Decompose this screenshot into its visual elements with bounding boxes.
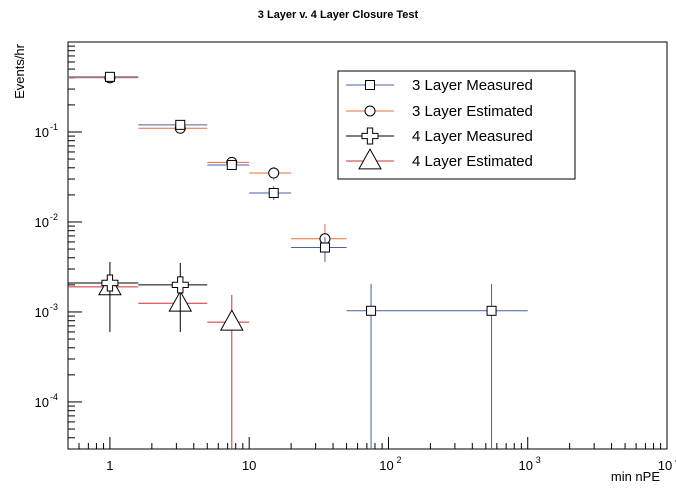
x-tick-label: 1 xyxy=(106,458,113,473)
y-tick-label: 10 xyxy=(35,215,49,230)
point-marker xyxy=(104,71,115,82)
x-tick-exponent: 3 xyxy=(536,455,541,465)
point-marker xyxy=(175,119,186,130)
y-tick-exponent: -3 xyxy=(50,302,58,312)
point-marker xyxy=(366,305,377,316)
chart-title: 3 Layer v. 4 Layer Closure Test xyxy=(258,9,419,21)
y-tick-exponent: -2 xyxy=(50,212,58,222)
series-3 xyxy=(68,273,250,449)
y-tick-exponent: -1 xyxy=(50,122,58,132)
y-tick-label: 10 xyxy=(35,305,49,320)
point-marker xyxy=(268,167,280,179)
point-marker xyxy=(319,242,330,253)
x-axis-label: min nPE xyxy=(611,469,660,484)
legend-marker xyxy=(364,105,376,117)
x-tick-label: 10 xyxy=(379,458,393,473)
legend-marker xyxy=(365,80,375,90)
x-tick-label: 10 xyxy=(658,458,672,473)
series-1 xyxy=(68,72,347,255)
legend-label: 4 Layer Estimated xyxy=(412,153,533,170)
plot-frame xyxy=(67,41,668,450)
legend-marker xyxy=(361,127,379,145)
x-tick-label: 10 xyxy=(242,458,256,473)
y-tick-label: 10 xyxy=(35,125,49,140)
point-marker xyxy=(268,187,279,198)
point-marker xyxy=(486,305,497,316)
point-marker xyxy=(219,309,244,331)
y-tick-label: 10 xyxy=(35,395,49,410)
legend: 3 Layer Measured 3 Layer Estimated 4 Layer… xyxy=(337,70,576,180)
y-tick-exponent: -4 xyxy=(50,392,58,402)
legend-marker xyxy=(358,148,382,170)
x-tick-label: 10 xyxy=(518,458,532,473)
legend-label: 3 Layer Measured xyxy=(412,77,533,94)
point-marker xyxy=(171,276,189,294)
legend-label: 4 Layer Measured xyxy=(412,128,533,145)
series-0 xyxy=(68,71,528,449)
data-marks xyxy=(68,71,528,449)
x-tick-exponent: 2 xyxy=(396,455,401,465)
legend-label: 3 Layer Estimated xyxy=(412,103,533,120)
point-marker xyxy=(101,274,119,292)
y-axis-label: Events/hr xyxy=(12,43,27,99)
point-marker xyxy=(226,159,237,170)
series-2 xyxy=(68,261,208,332)
axes: 11010210310410-410-310-210-1 xyxy=(35,41,676,473)
